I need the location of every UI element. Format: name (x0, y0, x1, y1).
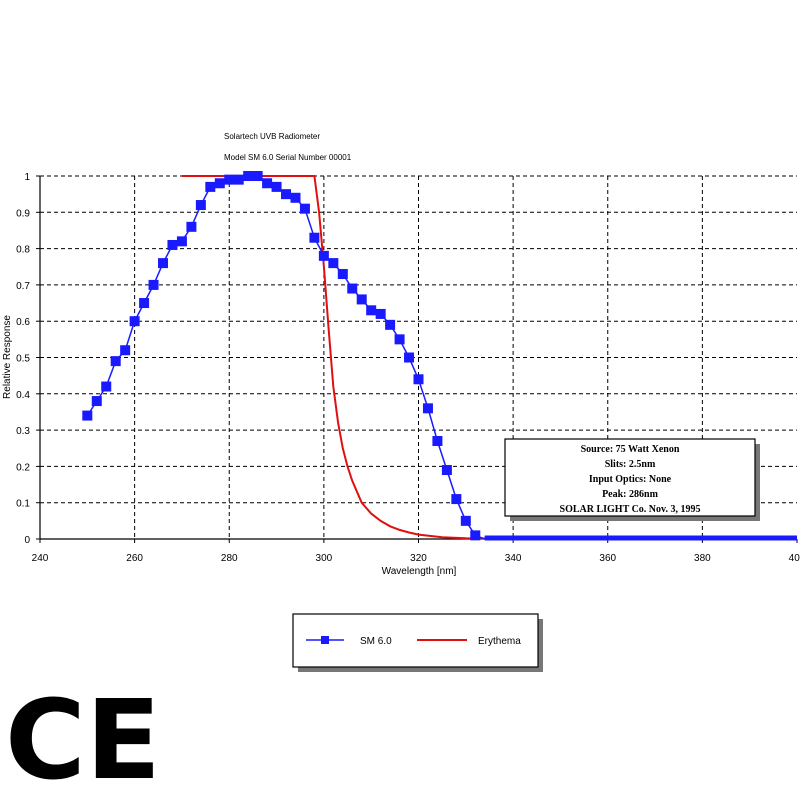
chart-title-line-1: Solartech UVB Radiometer (224, 132, 320, 141)
y-tick-label: 0.4 (16, 390, 30, 401)
sm60-marker (318, 250, 329, 261)
y-tick-label: 0.6 (16, 317, 30, 328)
y-tick-label: 0.5 (16, 354, 30, 365)
sm60-marker (356, 294, 367, 305)
sm60-marker (375, 308, 386, 319)
x-tick-label: 320 (410, 553, 427, 564)
sm60-marker (385, 319, 396, 330)
x-axis-label: Wavelength [nm] (382, 566, 457, 577)
sm60-marker (129, 316, 140, 327)
sm60-marker (252, 171, 263, 181)
info-box: Source: 75 Watt Xenon Slits: 2.5nm Input… (504, 438, 760, 521)
sm60-marker (101, 381, 112, 392)
axes (36, 175, 798, 543)
y-tick-label: 0.3 (16, 426, 30, 437)
sm60-marker (366, 305, 377, 316)
sm60-marker (214, 178, 225, 189)
y-tick-label: 0.7 (16, 281, 30, 292)
sm60-marker (460, 515, 471, 526)
x-tick-label: 360 (599, 553, 616, 564)
sm60-marker (120, 345, 131, 356)
y-tick-label: 0.1 (16, 499, 30, 510)
legend-label-erythema: Erythema (478, 636, 521, 647)
ce-mark: CE (5, 676, 161, 800)
sm60-marker (186, 221, 197, 232)
x-tick-labels: 240 260 280 300 320 340 360 380 400 (32, 553, 800, 564)
sm60-marker (432, 435, 443, 446)
x-tick-label: 400 (789, 553, 800, 564)
info-box-frame (504, 438, 756, 517)
x-tick-label: 240 (32, 553, 49, 564)
sm60-marker (328, 258, 339, 269)
sm60-marker (422, 403, 433, 414)
info-slits: Slits: 2.5nm (605, 459, 656, 470)
chart-title-line-2: Model SM 6.0 Serial Number 00001 (224, 153, 352, 162)
sm60-marker (148, 279, 159, 290)
sm60-marker (394, 334, 405, 345)
sm60-marker (195, 200, 206, 211)
sm60-marker (224, 174, 235, 185)
y-tick-label: 0.8 (16, 245, 30, 256)
legend-label-sm60: SM 6.0 (360, 636, 392, 647)
x-tick-label: 380 (694, 553, 711, 564)
sm60-marker (205, 181, 216, 192)
info-peak: Peak: 286nm (602, 489, 659, 500)
sm60-marker (281, 189, 292, 200)
sm60-marker (243, 171, 254, 181)
info-source: Source: 75 Watt Xenon (581, 444, 680, 455)
y-tick-label: 0 (24, 535, 30, 546)
sm60-marker (347, 283, 358, 294)
sm60-marker (299, 203, 310, 214)
y-tick-label: 1 (24, 172, 30, 183)
x-tick-label: 340 (505, 553, 522, 564)
info-company-date: SOLAR LIGHT Co. Nov. 3, 1995 (560, 504, 701, 515)
x-tick-label: 300 (316, 553, 333, 564)
legend-marker-sm60 (321, 636, 329, 644)
sm60-marker (233, 174, 244, 185)
sm60-marker (404, 352, 415, 363)
series-erythema-line (181, 175, 797, 540)
legend-frame (292, 613, 539, 668)
sm60-marker (139, 298, 150, 309)
sm60-marker (290, 192, 301, 203)
sm60-marker (158, 258, 169, 269)
sm60-marker (110, 356, 121, 367)
sm60-marker (262, 178, 273, 189)
y-axis-label: Relative Response (2, 315, 13, 399)
y-tick-labels: 0 0.1 0.2 0.3 0.4 0.5 0.6 0.7 0.8 0.9 1 (16, 172, 30, 546)
info-input-optics: Input Optics: None (589, 474, 672, 485)
sm60-marker (309, 232, 320, 243)
sm60-marker (271, 181, 282, 192)
sm60-marker (176, 236, 187, 247)
sm60-marker (451, 494, 462, 505)
y-tick-label: 0.2 (16, 462, 30, 473)
sm60-marker (167, 239, 178, 250)
sm60-marker (91, 396, 102, 407)
y-tick-label: 0.9 (16, 208, 30, 219)
sm60-marker (441, 465, 452, 476)
sm60-marker (470, 530, 481, 541)
sm60-marker (337, 269, 348, 280)
x-tick-label: 280 (221, 553, 238, 564)
legend: SM 6.0 Erythema (292, 613, 543, 672)
x-tick-label: 260 (126, 553, 143, 564)
sm60-marker (413, 374, 424, 385)
sm60-marker (82, 410, 93, 421)
series (82, 171, 797, 541)
